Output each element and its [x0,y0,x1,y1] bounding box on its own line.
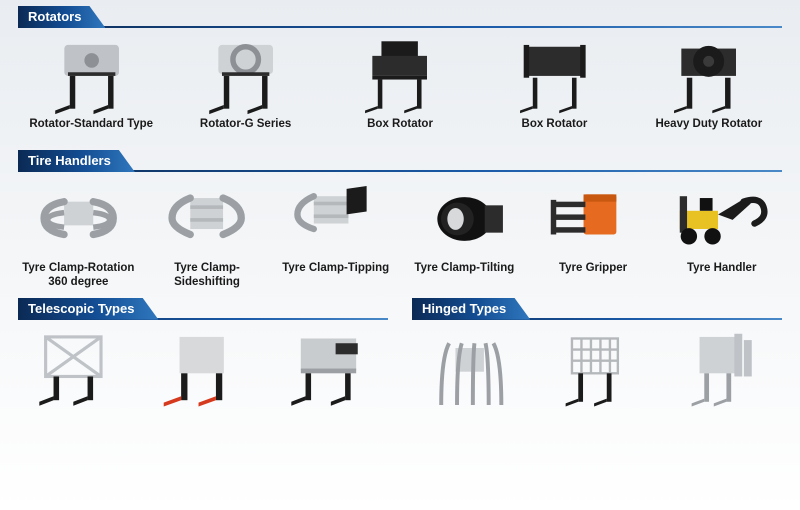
product-thumb [412,326,530,412]
product-label: Tyre Clamp-Sideshifting [147,262,268,290]
product-thumb [275,178,396,260]
product-item-tyre-handler[interactable]: Tyre Handler [661,178,782,290]
product-item-hinged-3[interactable] [664,326,782,412]
product-label: Rotator-Standard Type [29,118,153,144]
section-header-rotators: Rotators [18,6,782,28]
product-item-rotator-g-series[interactable]: Rotator-G Series [172,34,318,144]
product-thumb [664,326,782,412]
product-item-tyre-clamp-tilting[interactable]: Tyre Clamp-Tilting [404,178,525,290]
tyre-clamp-icon [281,178,390,260]
section-header-bar [18,26,782,28]
product-thumb [533,178,654,260]
rotator-icon [500,34,609,116]
product-label: Tyre Gripper [559,262,627,288]
section-title: Telescopic Types [18,298,158,320]
product-thumb [18,34,164,116]
product-thumb [144,326,262,412]
product-label: Heavy Duty Rotator [655,118,762,144]
product-thumb [481,34,627,116]
section-header-tire-handlers: Tire Handlers [18,150,782,172]
product-item-box-rotator-1[interactable]: Box Rotator [327,34,473,144]
product-thumb [636,34,782,116]
product-item-heavy-duty-rotator[interactable]: Heavy Duty Rotator [636,34,782,144]
tyre-clamp-icon [24,178,133,260]
product-item-tyre-clamp-tipping[interactable]: Tyre Clamp-Tipping [275,178,396,290]
hinged-forks-icon [417,329,526,408]
product-thumb [270,326,388,412]
product-item-box-rotator-2[interactable]: Box Rotator [481,34,627,144]
telescopic-forks-icon [275,329,384,408]
product-thumb [147,178,268,260]
product-item-telescopic-2[interactable] [144,326,262,412]
product-label: Rotator-G Series [200,118,291,144]
tyre-clamp-icon [410,178,519,260]
product-thumb [18,326,136,412]
telescopic-forks-icon [149,329,258,408]
product-item-rotator-standard[interactable]: Rotator-Standard Type [18,34,164,144]
tyre-gripper-icon [538,178,647,260]
section-header-telescopic: Telescopic Types [18,298,388,320]
product-thumb [18,178,139,260]
tyre-clamp-icon [152,178,261,260]
product-thumb [327,34,473,116]
section-title: Tire Handlers [18,150,135,172]
product-item-hinged-2[interactable] [538,326,656,412]
product-label: Tyre Clamp-Tipping [282,262,389,288]
hinged-forks-icon [543,329,652,408]
section-title: Rotators [18,6,105,28]
product-label: Tyre Clamp-Tilting [414,262,514,288]
product-item-telescopic-1[interactable] [18,326,136,412]
rotators-grid: Rotator-Standard Type Rotator-G Series [18,34,782,144]
product-thumb [404,178,525,260]
telescopic-forks-icon [23,329,132,408]
section-title: Hinged Types [412,298,530,320]
hinged-forks-icon [669,329,778,408]
product-label: Tyre Clamp-Rotation 360 degree [18,262,139,290]
tyre-handler-icon [667,178,776,260]
section-header-hinged: Hinged Types [412,298,782,320]
product-label: Tyre Handler [687,262,756,288]
product-item-hinged-1[interactable] [412,326,530,412]
product-thumb [661,178,782,260]
telescopic-grid [18,326,388,412]
product-item-tyre-clamp-sideshift[interactable]: Tyre Clamp-Sideshifting [147,178,268,290]
rotator-icon [654,34,763,116]
hinged-grid [412,326,782,412]
rotator-icon [191,34,300,116]
product-item-tyre-clamp-rotation[interactable]: Tyre Clamp-Rotation 360 degree [18,178,139,290]
product-label: Box Rotator [367,118,433,144]
product-item-telescopic-3[interactable] [270,326,388,412]
rotator-icon [345,34,454,116]
product-label: Box Rotator [522,118,588,144]
rotator-icon [37,34,146,116]
product-thumb [538,326,656,412]
product-item-tyre-gripper[interactable]: Tyre Gripper [533,178,654,290]
tire-handlers-grid: Tyre Clamp-Rotation 360 degree Tyre Clam… [18,178,782,290]
product-thumb [172,34,318,116]
